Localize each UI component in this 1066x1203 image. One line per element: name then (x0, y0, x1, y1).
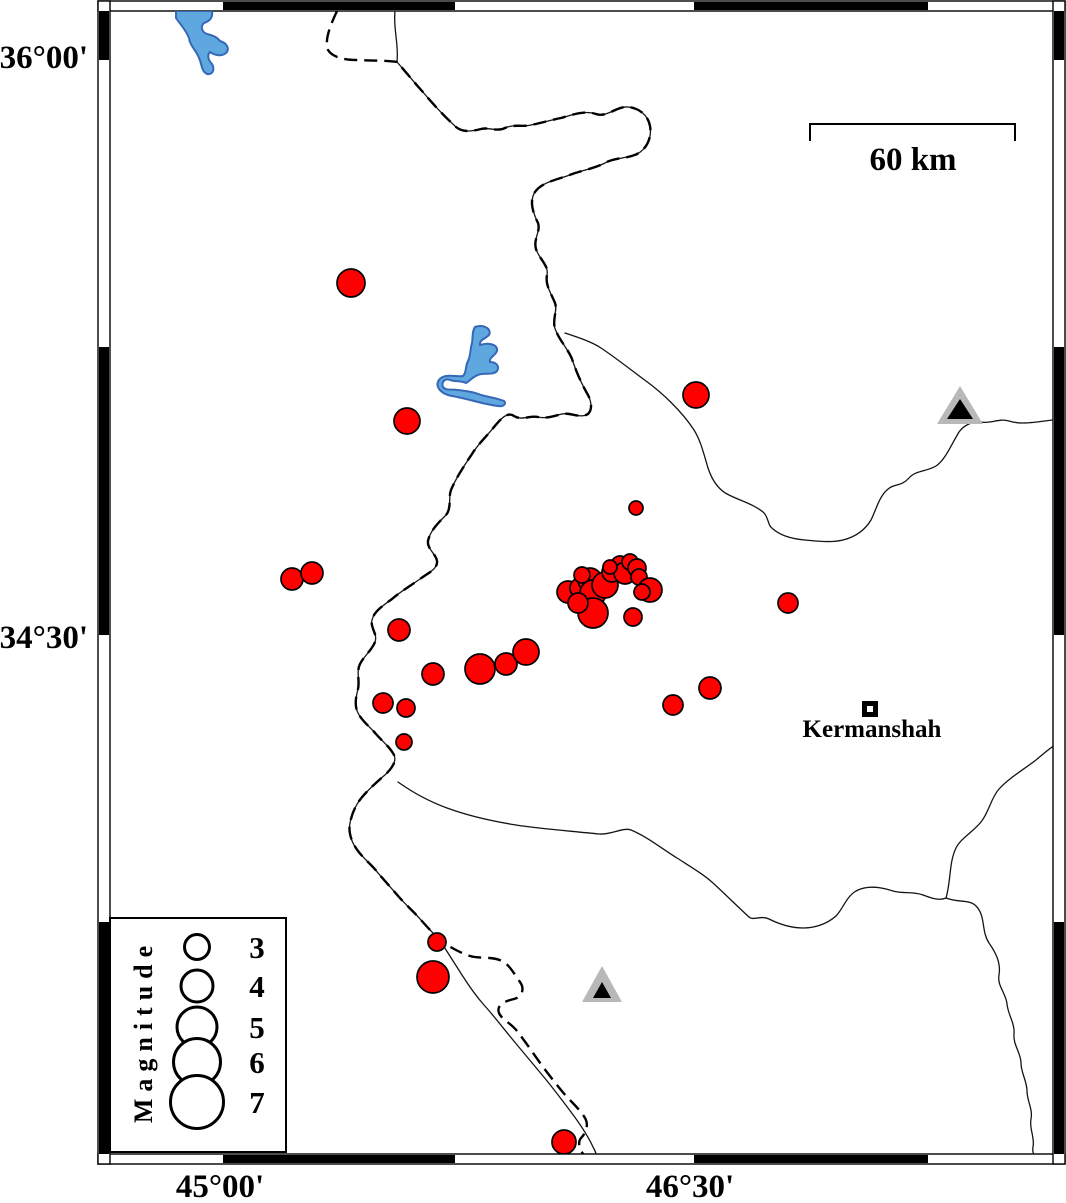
earthquake-marker (698, 676, 722, 700)
earthquake-marker (623, 607, 643, 627)
map-frame (97, 0, 1066, 1165)
frame-black-segment (694, 2, 928, 10)
lakes-layer (175, 11, 507, 408)
frame-black-segment (99, 347, 109, 635)
earthquake-marker (628, 500, 644, 516)
rivers-layer (348, 11, 1053, 1154)
earthquake-marker (512, 638, 540, 666)
frame-black-segment (223, 1155, 455, 1163)
text-layer: 36°00' 34°30' 45°00' 46°30' 60 km Kerman… (0, 40, 957, 1203)
earthquake-marker (777, 592, 799, 614)
scale-bar-label: 60 km (869, 142, 956, 178)
legend-title: Magnitude (129, 939, 158, 1123)
legend-magnitude-circle (183, 933, 211, 961)
lon-label-left: 45°00' (176, 1169, 264, 1203)
earthquake-marker (567, 592, 589, 614)
river (945, 897, 1035, 1154)
legend-magnitude-circle (179, 968, 215, 1004)
earthquake-marker (633, 583, 651, 601)
scale-bar-bracket (809, 123, 1016, 141)
legend-value-3: 3 (249, 930, 265, 965)
triangle-marker-inner (947, 399, 973, 419)
legend-value-6: 6 (249, 1045, 265, 1080)
earthquake-marker (602, 559, 618, 575)
city-marker-layer (862, 701, 878, 717)
legend-layer (109, 917, 287, 1153)
legend-value-4: 4 (249, 969, 265, 1004)
triangle-markers-layer (582, 386, 983, 1002)
legend-magnitude-circle (169, 1074, 225, 1130)
frame-black-segment (1054, 347, 1064, 635)
legend-value-5: 5 (249, 1010, 265, 1045)
earthquake-marker (336, 268, 366, 298)
national-boundary-layer (325, 11, 652, 1154)
frame-black-segment (694, 1155, 928, 1163)
earthquakes-layer (280, 268, 799, 1154)
earthquake-marker (427, 932, 447, 952)
lat-label-top: 36°00' (0, 40, 88, 76)
earthquake-marker (300, 561, 324, 585)
frame-black-segment (223, 2, 455, 10)
scale-bar-layer (809, 123, 1016, 141)
river (564, 332, 1053, 543)
river (397, 781, 947, 929)
frame-black-segment (1054, 922, 1064, 1154)
earthquake-marker (573, 566, 591, 584)
legend-value-7: 7 (249, 1085, 265, 1120)
triangle-marker-inner (593, 982, 611, 998)
earthquake-marker (682, 381, 710, 409)
earthquake-marker (372, 692, 394, 714)
earthquake-marker (494, 652, 518, 676)
river (945, 745, 1053, 899)
city-label: Kermanshah (803, 716, 942, 743)
earthquake-marker (280, 567, 304, 591)
earthquake-marker (551, 1129, 577, 1154)
earthquake-marker (416, 960, 450, 994)
earthquake-marker (396, 698, 416, 718)
lat-label-middle: 34°30' (0, 620, 88, 656)
river (393, 11, 399, 62)
lake (175, 11, 229, 76)
lake (436, 325, 507, 408)
earthquake-marker (421, 662, 445, 686)
lon-label-right: 46°30' (646, 1169, 734, 1203)
frame-black-segment (1054, 11, 1064, 60)
earthquake-marker (387, 618, 411, 642)
frame-black-segment (99, 922, 109, 1154)
frame-black-segment (99, 11, 109, 60)
city-square-inner (867, 706, 873, 712)
earthquake-marker (393, 407, 421, 435)
national-boundary-dashed (325, 11, 652, 1154)
earthquake-marker (662, 694, 684, 716)
earthquake-marker (395, 733, 413, 751)
earthquake-marker (464, 653, 496, 685)
